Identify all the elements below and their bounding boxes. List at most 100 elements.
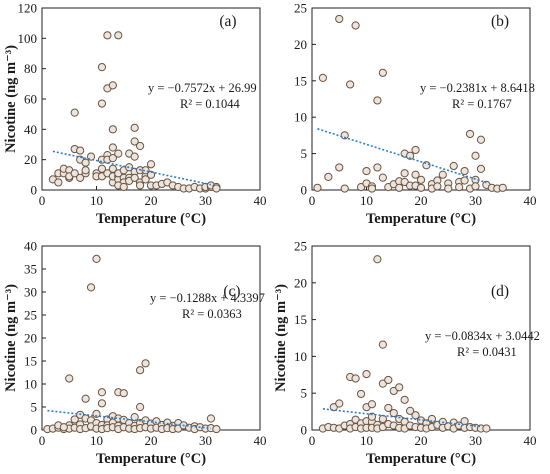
y-tick-label: 20 <box>294 37 307 52</box>
data-point <box>335 163 344 172</box>
y-tick-label: 40 <box>24 122 37 137</box>
data-point <box>329 403 338 412</box>
data-point <box>108 125 117 134</box>
data-point <box>324 172 333 181</box>
data-point <box>471 151 480 160</box>
data-point <box>378 340 387 349</box>
data-point <box>395 383 404 392</box>
trend-line <box>317 128 487 184</box>
data-point <box>498 183 507 192</box>
data-point <box>384 403 393 413</box>
data-point <box>460 176 469 185</box>
data-point <box>335 399 344 408</box>
data-point <box>76 173 85 182</box>
data-point <box>119 389 128 398</box>
y-tick-label: 5 <box>301 146 308 161</box>
data-point <box>103 31 112 40</box>
data-point <box>476 135 486 144</box>
y-tick-label: 20 <box>24 331 37 346</box>
data-point <box>130 413 139 422</box>
data-point <box>136 402 145 412</box>
y-tick-label: 20 <box>24 152 37 167</box>
data-point <box>136 141 145 151</box>
data-point <box>313 183 322 192</box>
data-point <box>81 166 90 175</box>
x-tick-label: 20 <box>415 433 428 448</box>
y-tick-label: 25 <box>294 1 307 16</box>
data-point <box>92 254 101 263</box>
data-point <box>476 164 486 173</box>
data-point <box>65 374 74 383</box>
y-tick-label: 0 <box>31 183 38 198</box>
data-point <box>356 389 366 399</box>
y-tick-label: 5 <box>31 400 38 415</box>
data-point <box>406 151 415 160</box>
x-tick-label: 30 <box>199 433 212 448</box>
data-point <box>97 99 107 108</box>
data-point <box>141 166 150 175</box>
data-point <box>136 181 145 190</box>
regression-equation: y = −0.0834x + 3.0442 <box>425 329 540 343</box>
y-axis-title: Nicotine (ng m⁻³) <box>273 284 289 392</box>
y-tick-label: 25 <box>24 308 37 323</box>
data-point <box>416 183 426 192</box>
y-tick-label: 0 <box>301 183 308 198</box>
data-point <box>130 137 139 146</box>
panel-tag: (d) <box>491 283 509 300</box>
data-point <box>422 161 431 170</box>
y-tick-label: 80 <box>24 61 37 76</box>
trend-line <box>52 150 212 186</box>
y-tick-label: 60 <box>24 92 37 107</box>
data-point <box>81 394 90 403</box>
data-point <box>70 108 79 117</box>
y-tick-label: 0 <box>31 423 38 438</box>
data-point <box>367 412 377 421</box>
y-tick-label: 100 <box>18 31 38 46</box>
y-tick-label: 10 <box>24 377 37 392</box>
panel-b: 0 10 20 30 40 0 5 10 15 20 25 Temperature (°C) y = −… <box>294 1 537 228</box>
x-tick-label: 20 <box>145 193 158 208</box>
x-axis-title: Temperature (°C) <box>96 211 206 227</box>
data-point <box>212 184 221 193</box>
data-point <box>378 379 387 388</box>
panel-tag: (b) <box>491 13 509 30</box>
data-point <box>114 149 123 158</box>
x-tick-label: 30 <box>469 433 482 448</box>
r-squared-label: R² = 0.0363 <box>182 307 242 321</box>
x-tick-label: 40 <box>254 193 267 208</box>
data-point <box>97 63 107 72</box>
data-point <box>367 400 377 409</box>
data-point <box>130 152 139 161</box>
data-point <box>416 175 426 184</box>
trend-line <box>47 409 212 430</box>
data-point <box>373 163 382 172</box>
data-point <box>400 395 409 404</box>
data-point <box>59 423 68 432</box>
data-point <box>318 73 327 82</box>
data-point <box>141 175 150 184</box>
x-tick-label: 20 <box>145 433 158 448</box>
data-point <box>444 184 453 193</box>
y-tick-label: 10 <box>294 349 307 364</box>
panel-d: 0 10 20 30 40 0 5 10 15 20 25 Temperature (°C) Nicot… <box>273 239 540 468</box>
data-point <box>130 173 139 182</box>
regression-equation: y = −0.7572x + 26.99 <box>148 81 257 95</box>
data-point <box>482 424 491 433</box>
data-point <box>108 143 117 152</box>
x-tick-label: 10 <box>360 193 373 208</box>
data-point <box>70 169 79 178</box>
x-tick-label: 10 <box>90 433 103 448</box>
x-tick-label: 30 <box>469 193 482 208</box>
r-squared-label: R² = 0.1044 <box>180 97 241 111</box>
data-point <box>400 169 409 178</box>
data-point <box>411 145 420 155</box>
x-tick-label: 0 <box>309 193 316 208</box>
y-tick-label: 15 <box>294 73 307 88</box>
data-point <box>378 173 387 182</box>
x-tick-label: 10 <box>90 193 103 208</box>
data-point <box>373 255 382 264</box>
data-point <box>378 68 387 77</box>
y-axis-title: Nicotine (ng m⁻³) <box>3 284 19 392</box>
data-point <box>76 146 85 155</box>
